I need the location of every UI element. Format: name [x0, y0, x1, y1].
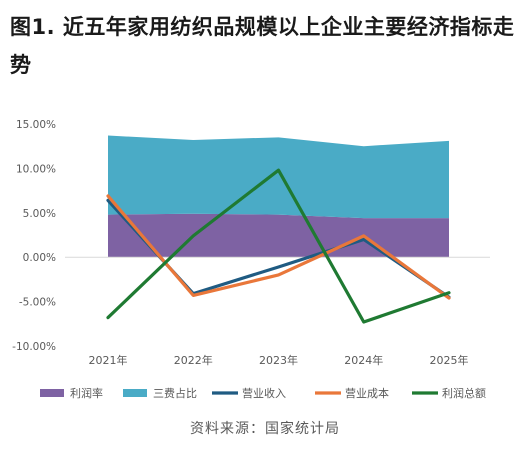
y-tick-label: 15.00%: [16, 119, 56, 131]
x-tick-label: 2021年: [89, 353, 128, 367]
y-axis: -10.00% -5.00% 0.00% 5.00% 10.00% 15.00%: [12, 119, 56, 353]
legend: 利润率 三费占比 营业收入 营业成本 利润总额: [40, 386, 486, 400]
chart-title: 图1. 近五年家用纺织品规模以上企业主要经济指标走势: [10, 15, 515, 77]
y-tick-label: -5.00%: [19, 297, 56, 309]
area-profit-margin: [108, 213, 449, 258]
x-axis: 2021年 2022年 2023年 2024年 2025年: [89, 353, 469, 367]
y-tick-label: 5.00%: [23, 208, 56, 220]
legend-label: 利润总额: [442, 386, 486, 400]
y-tick-label: 10.00%: [16, 163, 56, 175]
source-note: 资料来源：国家统计局: [190, 421, 340, 437]
legend-swatch: [40, 389, 64, 397]
legend-label: 利润率: [70, 386, 103, 400]
y-tick-label: 0.00%: [23, 252, 56, 264]
x-tick-label: 2023年: [259, 353, 298, 367]
y-tick-label: -10.00%: [12, 341, 56, 353]
x-tick-label: 2024年: [344, 353, 383, 367]
total-profit-line: [106, 168, 451, 324]
legend-label: 营业收入: [242, 386, 286, 400]
legend-label: 三费占比: [153, 386, 197, 400]
x-tick-label: 2022年: [174, 353, 213, 367]
lines: [106, 168, 451, 324]
areas: [108, 135, 449, 258]
legend-label: 营业成本: [345, 386, 389, 400]
x-tick-label: 2025年: [430, 353, 469, 367]
area-expense-ratio: [108, 135, 449, 219]
legend-swatch: [123, 389, 147, 397]
